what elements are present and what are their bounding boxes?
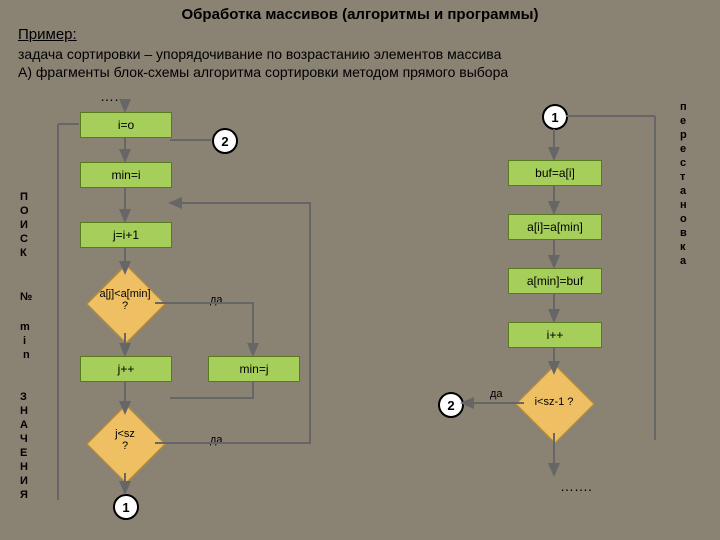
desc-line-1: задача сортировки – упорядочивание по во… [18, 46, 501, 62]
connector-1-right: 1 [542, 104, 568, 130]
process-i-eq-0: i=o [80, 112, 172, 138]
connector-1-left: 1 [113, 494, 139, 520]
desc-line-2: А) фрагменты блок-схемы алгоритма сортир… [18, 64, 508, 80]
left-label-num: № [20, 290, 32, 304]
dots-bottom: ……. [560, 478, 592, 494]
decision-aj-lt-amin [86, 264, 165, 343]
dots-top: …… [100, 88, 128, 104]
decision-j-lt-sz [86, 404, 165, 483]
process-min-eq-j: min=j [208, 356, 300, 382]
left-label-min: m i n [20, 320, 30, 362]
example-label: Пример: [18, 26, 77, 43]
process-j-inc: j++ [80, 356, 172, 382]
page-title: Обработка массивов (алгоритмы и программ… [0, 6, 720, 23]
right-label-swap: п е р е с т а н о в к а [680, 100, 687, 268]
process-min-eq-i: min=i [80, 162, 172, 188]
decision-i-lt-sz1 [515, 364, 594, 443]
left-label-search: П О И С К [20, 190, 29, 260]
yes-label-rd1: да [490, 388, 503, 400]
process-buf-eq-ai: buf=a[i] [508, 160, 602, 186]
yes-label-d2: да [210, 434, 223, 446]
connector-2-left: 2 [212, 128, 238, 154]
process-amin-eq-buf: a[min]=buf [508, 268, 602, 294]
yes-label-d1: да [210, 294, 223, 306]
process-i-inc: i++ [508, 322, 602, 348]
connector-2-right: 2 [438, 392, 464, 418]
left-label-value: З Н А Ч Е Н И Я [20, 390, 28, 502]
process-j-eq-i1: j=i+1 [80, 222, 172, 248]
process-ai-eq-amin: a[i]=a[min] [508, 214, 602, 240]
